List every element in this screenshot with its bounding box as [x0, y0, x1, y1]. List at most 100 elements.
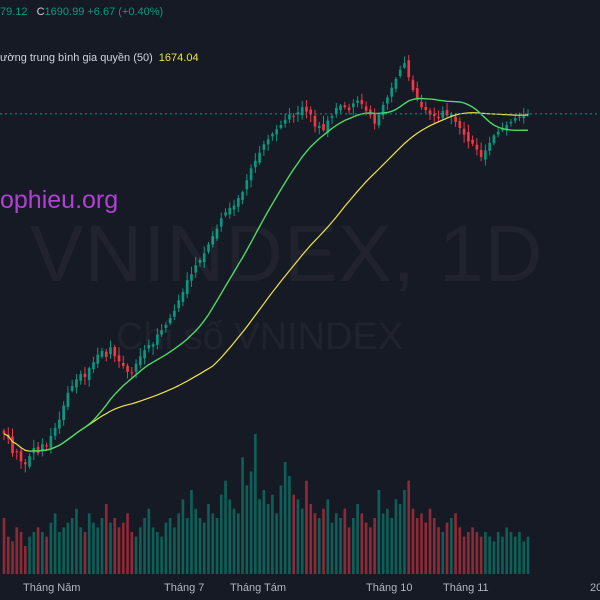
- volume-bar: [403, 490, 406, 574]
- candle-body: [79, 374, 83, 381]
- volume-bar: [271, 494, 274, 574]
- candle-body: [126, 365, 129, 372]
- volume-bar: [275, 513, 278, 574]
- volume-bar: [53, 513, 57, 574]
- candle-body: [275, 129, 278, 135]
- volume-bar: [36, 527, 40, 574]
- volume-bars: [2, 434, 530, 574]
- candle-body: [377, 114, 381, 126]
- change-value: +6.67 (+0.40%): [87, 6, 164, 18]
- volume-bar: [488, 536, 491, 574]
- indicator-value: 1674.04: [158, 52, 199, 64]
- volume-bar: [19, 532, 23, 574]
- candle-body: [262, 144, 266, 150]
- candle-body: [326, 120, 330, 133]
- candle-body: [424, 107, 428, 111]
- candle-body: [2, 430, 6, 434]
- candle-body: [104, 351, 108, 357]
- volume-bar: [279, 485, 283, 574]
- ohlc-legend: 79.12 C1690.99 +6.67 (+0.40%): [0, 6, 163, 18]
- volume-bar: [415, 518, 419, 574]
- candle-body: [479, 150, 483, 158]
- watermark-symbol: VNINDEX, 1D: [30, 208, 543, 300]
- candle-body: [121, 362, 125, 366]
- candle-body: [420, 101, 423, 108]
- candle-body: [190, 274, 193, 281]
- candle-body: [513, 118, 517, 121]
- volume-bar: [386, 508, 389, 574]
- volume-bar: [467, 532, 470, 574]
- volume-bar: [207, 504, 210, 574]
- volume-bar: [173, 527, 176, 574]
- candle-body: [117, 355, 121, 362]
- candle-body: [139, 356, 142, 366]
- volume-bar: [219, 494, 223, 574]
- volume-bar: [58, 532, 61, 574]
- candle-body: [19, 450, 23, 462]
- volume-bar: [113, 518, 117, 574]
- volume-bar: [92, 522, 95, 574]
- candle-body: [445, 110, 449, 116]
- ma50-line: [3, 112, 529, 452]
- candle-body: [92, 362, 95, 370]
- volume-bar: [330, 522, 334, 574]
- candle-body: [254, 160, 257, 168]
- candle-body: [458, 120, 462, 128]
- volume-bar: [15, 527, 19, 574]
- candle-body: [58, 419, 61, 429]
- candle-body: [526, 113, 530, 115]
- candle-body: [66, 392, 70, 408]
- candle-body: [164, 324, 168, 328]
- candle-body: [113, 346, 117, 357]
- candle-body: [360, 99, 364, 105]
- candle-body: [96, 354, 100, 364]
- volume-bar: [79, 527, 83, 574]
- candle-body: [241, 192, 244, 200]
- candle-body: [49, 436, 53, 448]
- candle-body: [151, 344, 155, 347]
- volume-bar: [300, 508, 304, 574]
- volume-bar: [117, 527, 121, 574]
- volume-bar: [249, 471, 253, 574]
- volume-bar: [96, 527, 100, 574]
- candle-body: [198, 260, 202, 263]
- candle-body: [522, 116, 526, 119]
- volume-bar: [160, 536, 163, 574]
- candle-body: [249, 168, 253, 181]
- volume-bar: [181, 499, 185, 574]
- volume-bar: [215, 518, 219, 574]
- volume-bar: [202, 522, 206, 574]
- candle-body: [45, 445, 48, 447]
- volume-bar: [75, 508, 78, 574]
- candle-body: [15, 451, 19, 453]
- candle-body: [509, 122, 513, 124]
- volume-bar: [194, 508, 198, 574]
- candle-body: [160, 330, 163, 335]
- candle-body: [134, 363, 138, 372]
- volume-bar: [32, 532, 36, 574]
- volume-bar: [313, 513, 317, 574]
- candle-body: [505, 125, 509, 131]
- x-tick-label: 20: [590, 582, 600, 594]
- volume-bar: [462, 536, 466, 574]
- candle-body: [415, 88, 419, 100]
- volume-bar: [377, 490, 381, 574]
- candle-body: [432, 113, 436, 117]
- indicator-legend[interactable]: ường trung bình gia quyền (50) 1674.04: [0, 52, 199, 64]
- candle-body: [364, 106, 368, 111]
- candle-body: [352, 103, 355, 108]
- candle-body: [449, 113, 453, 117]
- candle-body: [36, 446, 40, 454]
- volume-bar: [185, 518, 189, 574]
- candle-body: [147, 345, 151, 349]
- candle-body: [23, 462, 27, 465]
- candle-body: [390, 87, 393, 97]
- volume-bar: [334, 513, 338, 574]
- x-tick-label: Tháng 11: [443, 582, 489, 594]
- volume-bar: [305, 480, 308, 574]
- volume-bar: [283, 462, 287, 574]
- candle-body: [296, 112, 300, 115]
- volume-bar: [369, 527, 372, 574]
- candle-body: [313, 115, 317, 127]
